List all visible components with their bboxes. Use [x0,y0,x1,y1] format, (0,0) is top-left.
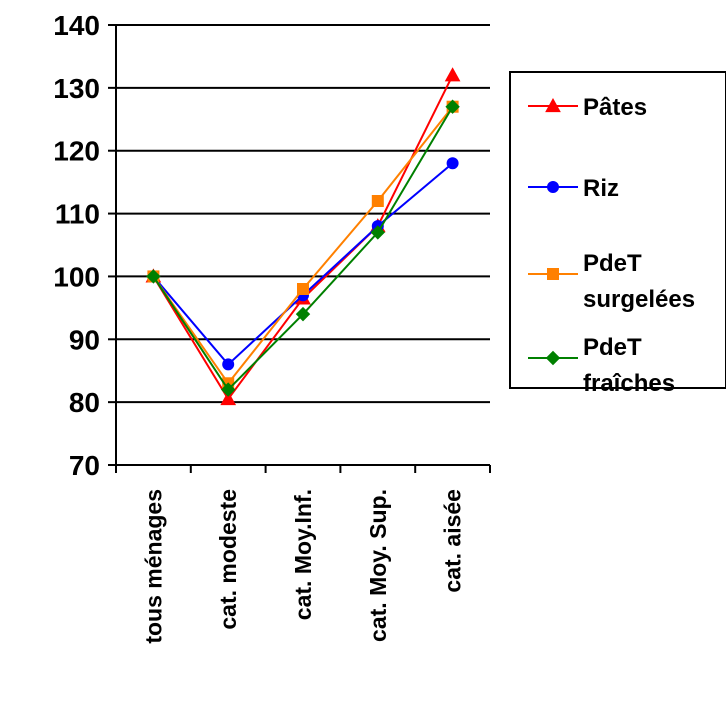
x-axis-ticks: tous ménages cat. modeste cat. Moy.Inf. cat… [115,465,491,644]
series-line [152,106,454,385]
y-axis-ticks: 70 80 90 100 110 120 130 140 [53,10,116,481]
legend: Pâtes Riz PdeT surgelées PdeT fraîches [509,71,726,397]
series-3 [146,99,460,397]
series-line [152,74,454,401]
legend-item: PdeT fraîches [528,334,675,397]
gridlines [116,24,490,404]
data-point [371,195,384,207]
y-tick-label: 100 [53,261,100,292]
data-point [220,390,237,406]
y-tick-label: 120 [53,136,100,167]
x-tick-label: cat. Moy.Inf. [290,489,316,620]
data-point [220,382,236,397]
x-tick-label: cat. modeste [215,489,241,630]
legend-item: Riz [528,175,619,202]
data-point [295,306,311,322]
legend-label: fraîches [583,370,675,397]
y-tick-label: 80 [69,387,100,418]
y-tick-label: 140 [53,10,100,41]
legend-label: Riz [583,175,619,202]
data-point [444,67,461,82]
legend-box [509,71,726,389]
series-line [152,162,454,366]
data-point [222,358,235,371]
series-line [152,106,454,392]
legend-marker [547,181,559,193]
series-layer [145,67,461,406]
legend-label: PdeT [583,334,642,361]
legend-label: Pâtes [583,94,647,121]
y-tick-label: 70 [69,450,100,481]
data-point [446,157,459,170]
x-tick-label: cat. aisée [440,489,466,593]
data-point [370,225,386,240]
series-2 [147,100,459,390]
legend-item: Pâtes [528,94,647,121]
y-tick-label: 90 [69,324,100,355]
y-tick-label: 130 [53,73,100,104]
legend-label: PdeT [583,250,642,277]
x-tick-label: tous ménages [140,489,166,644]
legend-marker [545,97,561,113]
legend-marker [545,350,561,366]
series-0 [145,67,461,406]
axes [115,25,490,466]
data-point [146,269,161,284]
legend-item: PdeT surgelées [528,250,695,313]
legend-label: surgelées [583,286,695,313]
legend-marker [547,268,559,280]
data-point [445,99,460,114]
y-tick-label: 110 [55,199,100,230]
x-tick-label: cat. Moy. Sup. [365,489,391,642]
data-point [297,283,309,295]
